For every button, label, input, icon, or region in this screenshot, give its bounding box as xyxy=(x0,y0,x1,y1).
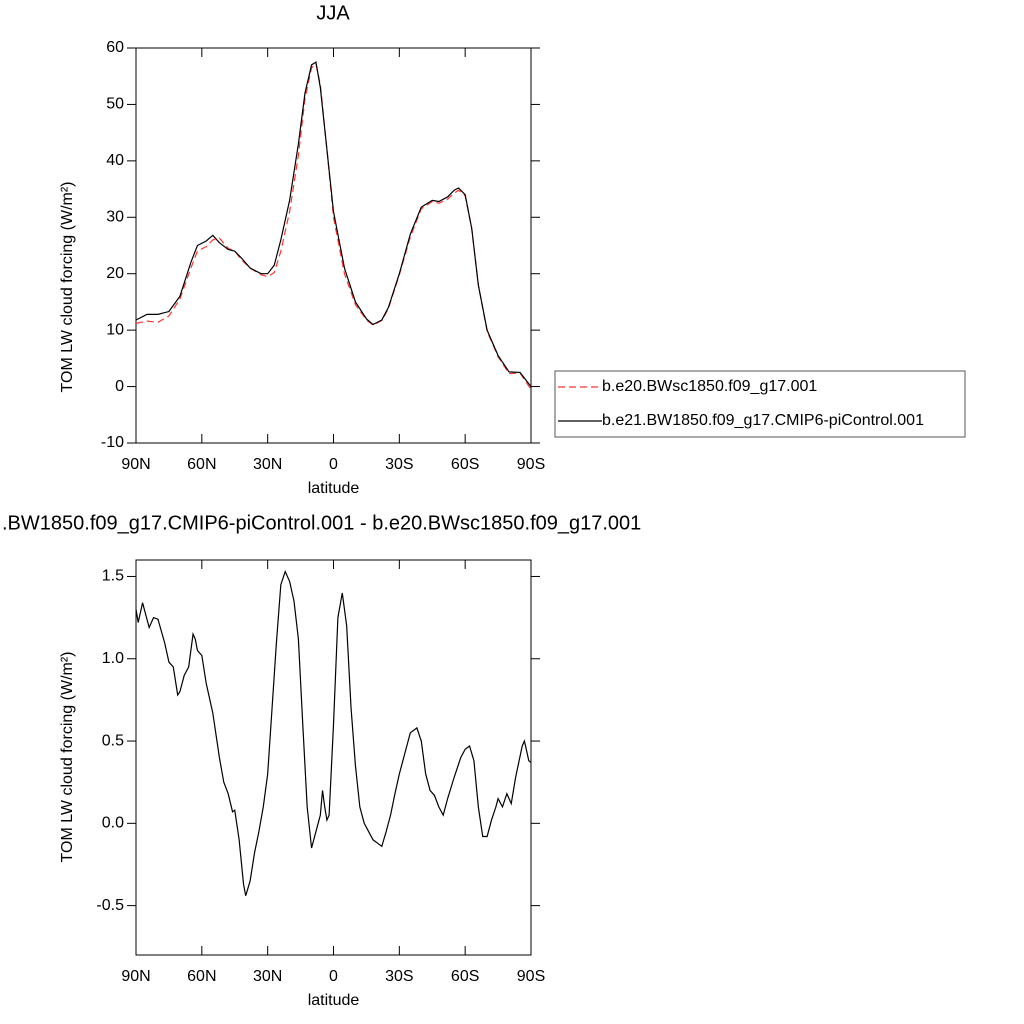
x-tick-label: 0 xyxy=(329,968,338,985)
x-tick-label: 60N xyxy=(187,968,216,985)
y-tick-label: -10 xyxy=(101,434,124,451)
y-axis-label: TOM LW cloud forcing (W/m²) xyxy=(59,652,76,863)
plot-frame xyxy=(135,559,532,956)
y-axis-label: TOM LW cloud forcing (W/m²) xyxy=(59,182,76,393)
x-tick-label: 90S xyxy=(517,456,545,473)
y-tick-label: 0.0 xyxy=(102,815,124,832)
chart-title: .BW1850.f09_g17.CMIP6-piControl.001 - b.… xyxy=(2,512,641,534)
x-tick-label: 30N xyxy=(253,456,282,473)
y-tick-label: 0.5 xyxy=(102,732,124,749)
y-tick-label: 60 xyxy=(106,39,124,56)
y-tick-label: -0.5 xyxy=(96,897,124,914)
y-tick-label: 1.0 xyxy=(102,650,124,667)
x-tick-label: 60N xyxy=(187,456,216,473)
x-tick-label: 60S xyxy=(451,456,479,473)
x-axis-label: latitude xyxy=(308,480,360,497)
x-tick-label: 30S xyxy=(385,968,413,985)
y-tick-label: 30 xyxy=(106,209,124,226)
legend-box xyxy=(554,370,966,438)
x-tick-label: 90S xyxy=(517,968,545,985)
x-tick-label: 90N xyxy=(121,456,150,473)
x-tick-label: 0 xyxy=(329,456,338,473)
y-tick-label: 10 xyxy=(106,321,124,338)
y-tick-label: 50 xyxy=(106,96,124,113)
legend-label: b.e21.BW1850.f09_g17.CMIP6-piControl.001 xyxy=(602,412,924,429)
data-line xyxy=(135,62,532,390)
x-tick-label: 30N xyxy=(253,968,282,985)
legend-label: b.e20.BWsc1850.f09_g17.001 xyxy=(602,378,817,395)
x-tick-label: 30S xyxy=(385,456,413,473)
data-line xyxy=(135,61,532,387)
data-line xyxy=(135,569,532,896)
x-tick-label: 90N xyxy=(121,968,150,985)
y-tick-label: 1.5 xyxy=(102,568,124,585)
x-axis-label: latitude xyxy=(308,992,360,1009)
y-tick-label: 20 xyxy=(106,265,124,282)
plot-frame xyxy=(135,47,532,444)
y-tick-label: 40 xyxy=(106,152,124,169)
x-tick-label: 60S xyxy=(451,968,479,985)
y-tick-label: 0 xyxy=(115,378,124,395)
chart-title: JJA xyxy=(316,2,350,24)
